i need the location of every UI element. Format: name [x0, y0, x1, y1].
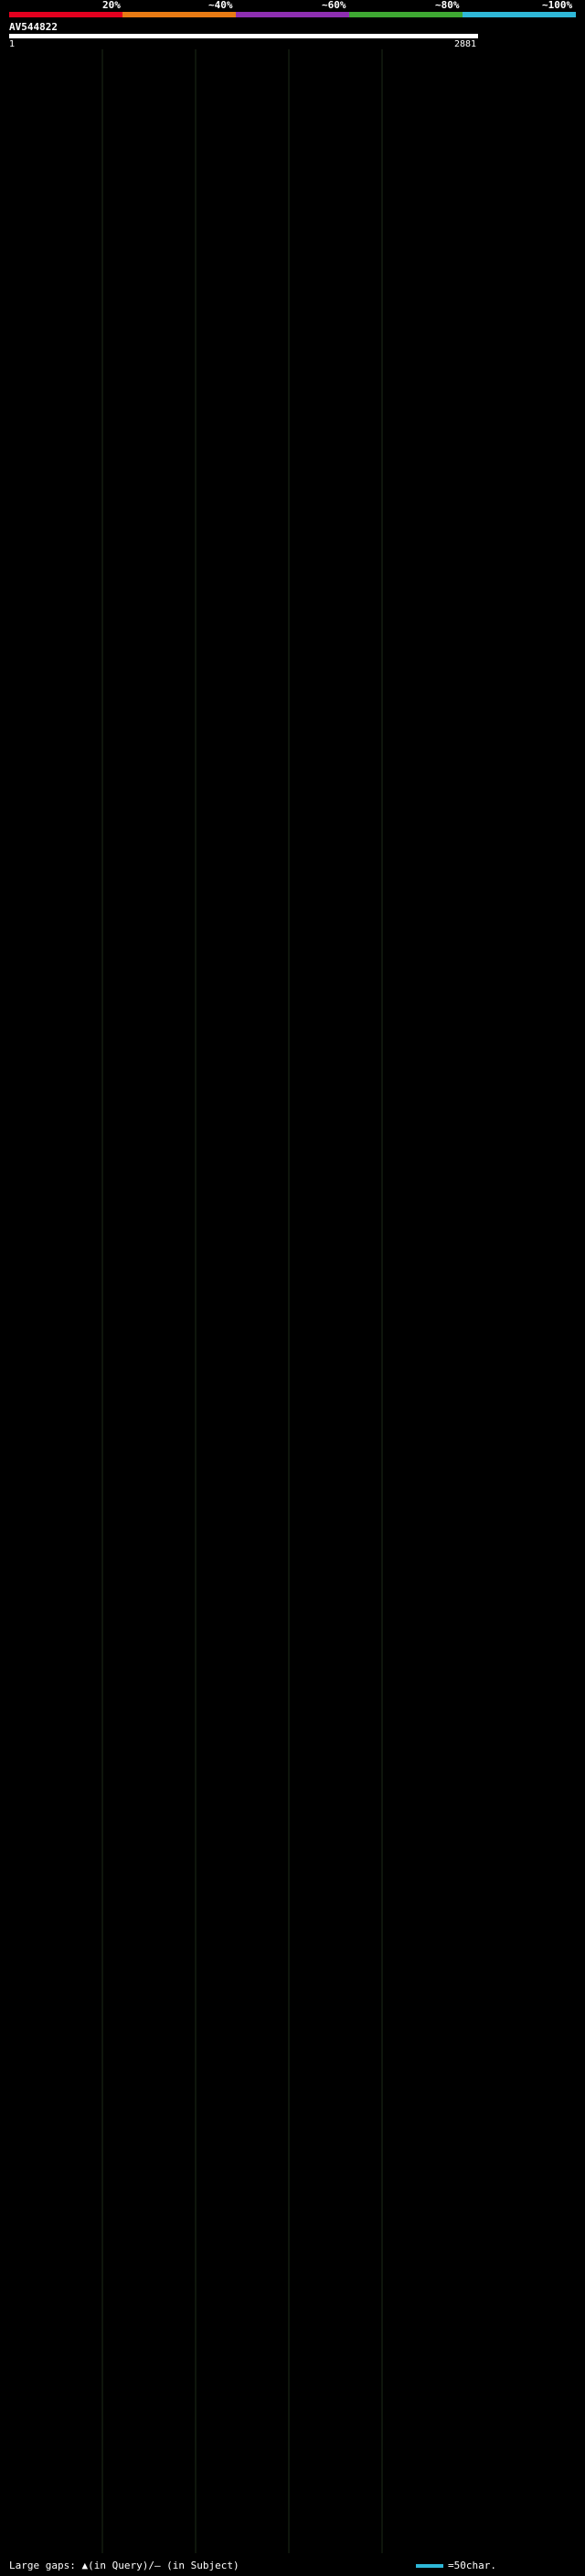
- scale-label-20: 20%: [102, 0, 121, 11]
- query-bar: [9, 34, 478, 38]
- gaps-legend: Large gaps: ▲(in Query)/– (in Subject): [9, 2560, 239, 2571]
- scale-label-100: ~100%: [542, 0, 573, 11]
- scale-bar-orange: [122, 12, 236, 17]
- scale-label-80: ~80%: [435, 0, 460, 11]
- scale-bar-green: [349, 12, 463, 17]
- query-name: AV544822: [9, 21, 58, 33]
- scale-bar-cyan: [463, 12, 576, 17]
- query-start-tick: 1: [9, 39, 16, 49]
- scale-bar-red: [9, 12, 122, 17]
- identity-scale: 20% ~40% ~60% ~80% ~100%: [0, 0, 585, 20]
- scale-label-40: ~40%: [208, 0, 233, 11]
- alignment-plot: [101, 49, 383, 2553]
- footer: Large gaps: ▲(in Query)/– (in Subject) =…: [9, 2560, 576, 2572]
- scale-legend-text: =50char.: [448, 2560, 496, 2571]
- scale-legend-bar: [416, 2564, 443, 2568]
- scale-label-60: ~60%: [322, 0, 346, 11]
- scale-bar-purple: [236, 12, 349, 17]
- query-end-tick: 2881: [454, 39, 477, 49]
